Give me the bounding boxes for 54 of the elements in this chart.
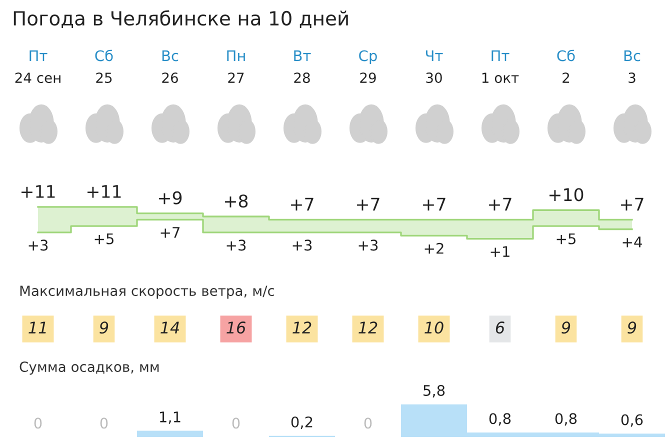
x-tick-label: Чт 30: [426, 50, 443, 84]
data-label: 0,8: [489, 413, 511, 426]
data-label: 12: [292, 322, 312, 334]
data-label: 0,8: [555, 413, 577, 426]
data-label: +7: [291, 198, 314, 211]
data-label: +11: [88, 185, 121, 198]
chart-title: Сумма осадков, мм: [20, 362, 159, 375]
data-label: 9: [628, 322, 636, 334]
data-label: 0,2: [291, 416, 312, 429]
data-label: +5: [94, 233, 114, 244]
x-tick-label: Ср 29: [359, 50, 377, 84]
chart-title: Погода в Челябинске на 10 дней: [14, 10, 348, 28]
data-label: 5,8: [424, 384, 445, 398]
x-tick-label: Вс 3: [624, 50, 640, 84]
data-label: +1: [490, 246, 510, 257]
data-label: +3: [292, 240, 312, 251]
x-tick-label: Вс 26: [162, 50, 178, 84]
data-label: 0: [232, 418, 240, 429]
text: Максимальная скорость ветра, м/с: [20, 286, 274, 299]
data-label: +9: [159, 191, 182, 204]
x-tick-label: Пн 27: [227, 50, 245, 83]
data-label: +11: [22, 185, 55, 198]
data-label: +8: [225, 194, 248, 208]
x-tick-label: Сб 2: [557, 50, 575, 83]
data-label: +2: [424, 242, 444, 254]
data-label: +7: [423, 198, 446, 211]
data-label: 1,1: [160, 412, 180, 424]
x-tick-label: Вт 28: [294, 50, 311, 84]
data-label: +7: [160, 227, 180, 238]
data-label: 0,6: [621, 414, 643, 427]
data-label: 16: [226, 322, 246, 334]
data-label: +10: [550, 188, 584, 202]
data-label: 9: [100, 322, 108, 334]
x-tick-label: Пт 1 окт: [482, 50, 519, 84]
data-label: 11: [28, 322, 46, 334]
data-label: +3: [358, 240, 378, 251]
data-label: +3: [226, 240, 246, 251]
data-label: 6: [496, 322, 504, 334]
data-label: 0: [364, 418, 372, 429]
data-label: +5: [556, 233, 576, 244]
data-label: +7: [489, 198, 512, 211]
x-tick-label: Пт 24 сен: [15, 50, 60, 84]
data-label: +3: [28, 240, 48, 251]
data-label: 10: [424, 322, 444, 334]
data-label: +4: [622, 236, 642, 248]
data-label: 9: [562, 322, 570, 334]
data-label: +7: [621, 198, 644, 211]
bar: [137, 430, 203, 437]
data-label: 0: [100, 418, 108, 429]
x-tick-label: Сб 25: [95, 50, 113, 84]
data-label: 12: [358, 322, 378, 334]
data-label: 14: [160, 322, 180, 334]
data-label: 0: [34, 418, 42, 429]
data-label: +7: [357, 198, 380, 211]
